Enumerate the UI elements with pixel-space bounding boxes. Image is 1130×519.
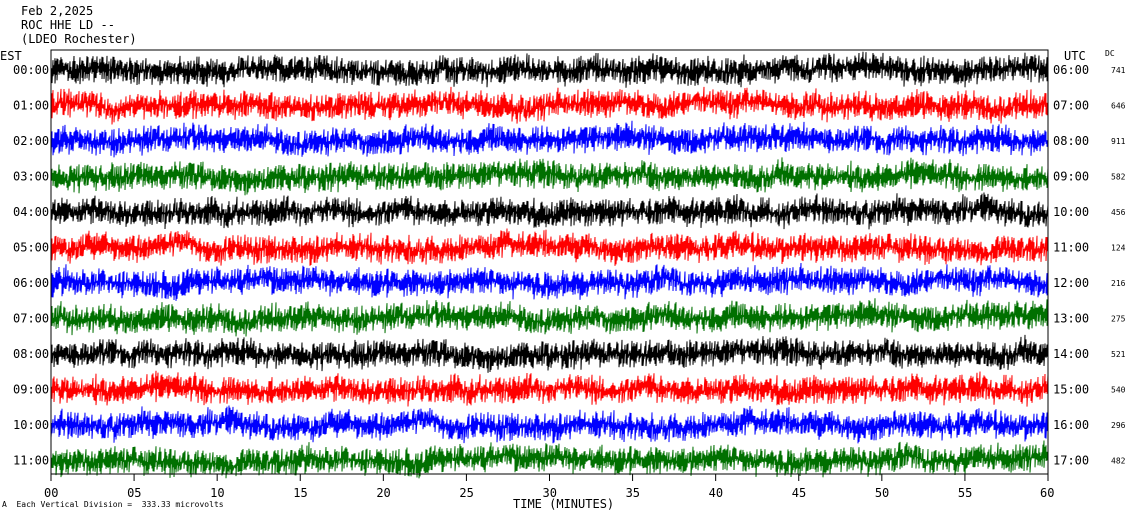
- dc-header-label: DC: [1105, 49, 1115, 58]
- utc-zone-label: UTC: [1064, 49, 1086, 63]
- trace-row-9: [50, 370, 1049, 407]
- est-time-label: 04:00: [13, 205, 49, 219]
- x-tick-label: 35: [626, 486, 640, 500]
- utc-time-label: 12:00: [1053, 276, 1089, 290]
- dc-value-label: 540: [1111, 386, 1126, 395]
- utc-time-label: 08:00: [1053, 134, 1089, 148]
- dc-value-label: 216: [1111, 279, 1126, 288]
- scale-footer: A Each Vertical Division = 333.33 microv…: [2, 500, 224, 509]
- station-label: ROC HHE LD --: [21, 18, 115, 32]
- row-labels: 00:00 06:00 741 01:00 07:00 646 02:00 08:00 911 0…: [13, 63, 1126, 468]
- utc-time-label: 06:00: [1053, 63, 1089, 77]
- est-time-label: 02:00: [13, 134, 49, 148]
- x-tick-label: 10: [210, 486, 224, 500]
- est-time-label: 00:00: [13, 63, 49, 77]
- dc-value-label: 741: [1111, 66, 1126, 75]
- dc-value-label: 521: [1111, 350, 1126, 359]
- est-time-label: 03:00: [13, 170, 49, 184]
- trace-row-5: [50, 228, 1049, 266]
- utc-time-label: 15:00: [1053, 383, 1089, 397]
- est-time-label: 05:00: [13, 241, 49, 255]
- trace-row-8: [50, 334, 1049, 373]
- trace-group: [50, 51, 1049, 479]
- dc-value-label: 275: [1111, 315, 1126, 324]
- date-label: Feb 2,2025: [21, 4, 94, 18]
- trace-row-7: [50, 298, 1049, 337]
- utc-time-label: 14:00: [1053, 347, 1089, 361]
- x-tick-label: 20: [376, 486, 390, 500]
- x-tick-label: 45: [792, 486, 806, 500]
- est-time-label: 11:00: [13, 454, 49, 468]
- est-zone-label: EST: [0, 49, 22, 63]
- scale-note: Each Vertical Division = 333.33 microvol…: [16, 500, 224, 509]
- est-time-label: 08:00: [13, 347, 49, 361]
- dc-value-label: 582: [1111, 173, 1126, 182]
- trace-row-0: [50, 51, 1049, 88]
- utc-time-label: 07:00: [1053, 99, 1089, 113]
- plot-header: Feb 2,2025 ROC HHE LD -- (LDEO Rochester): [21, 4, 137, 46]
- utc-time-label: 17:00: [1053, 454, 1089, 468]
- dc-value-label: 646: [1111, 102, 1126, 111]
- x-tick-label: 15: [293, 486, 307, 500]
- x-tick-label: 55: [958, 486, 972, 500]
- utc-time-label: 11:00: [1053, 241, 1089, 255]
- dc-value-label: 124: [1111, 244, 1126, 253]
- trace-row-3: [50, 157, 1049, 196]
- utc-time-label: 10:00: [1053, 205, 1089, 219]
- est-time-label: 07:00: [13, 312, 49, 326]
- x-tick-label: 50: [875, 486, 889, 500]
- trace-row-10: [50, 405, 1049, 444]
- trace-row-2: [50, 120, 1049, 158]
- network-label: (LDEO Rochester): [21, 32, 137, 46]
- dc-value-label: 296: [1111, 421, 1126, 430]
- utc-time-label: 16:00: [1053, 418, 1089, 432]
- est-time-label: 01:00: [13, 99, 49, 113]
- x-tick-label: 30: [543, 486, 557, 500]
- trace-row-6: [50, 262, 1049, 301]
- dc-value-label: 911: [1111, 137, 1126, 146]
- est-time-label: 06:00: [13, 276, 49, 290]
- x-tick-label: 00: [44, 486, 58, 500]
- est-time-label: 09:00: [13, 383, 49, 397]
- x-tick-label: 25: [459, 486, 473, 500]
- trace-row-1: [50, 86, 1049, 125]
- utc-time-label: 09:00: [1053, 170, 1089, 184]
- est-time-label: 10:00: [13, 418, 49, 432]
- trace-row-4: [50, 192, 1049, 230]
- x-tick-label: 60: [1040, 486, 1054, 500]
- trace-row-11: [50, 440, 1049, 479]
- x-axis-title: TIME (MINUTES): [513, 497, 614, 511]
- x-axis: 00 05 10 15 20 25 30 35 40 45 50 55 60: [44, 474, 1054, 500]
- utc-time-label: 13:00: [1053, 312, 1089, 326]
- dc-value-label: 456: [1111, 208, 1126, 217]
- footer-mark: A: [2, 500, 7, 509]
- x-tick-label: 40: [709, 486, 723, 500]
- dc-value-label: 482: [1111, 457, 1126, 466]
- x-tick-label: 05: [127, 486, 141, 500]
